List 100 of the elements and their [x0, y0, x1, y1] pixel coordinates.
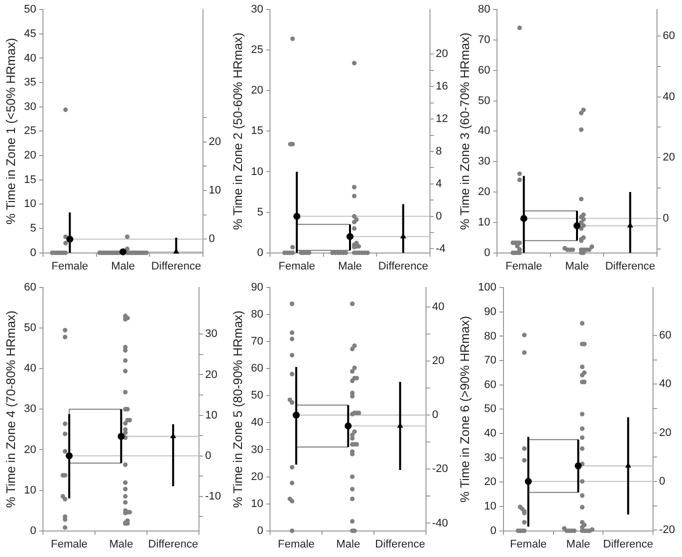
y2-tick-label: -4: [436, 242, 446, 255]
y-tick-label: 60: [478, 64, 490, 76]
y-tick-label: 0: [30, 246, 36, 259]
x-tick-label: Male: [109, 538, 134, 550]
y-tick-label: 15: [250, 125, 264, 138]
y-tick-label: 25: [250, 44, 264, 56]
y-tick-label: 90: [484, 306, 496, 318]
y2-tick-label: 40: [659, 378, 672, 390]
y2-tick-label: 60: [659, 330, 672, 342]
y2-tick-label: 20: [205, 368, 218, 381]
x-tick-label: Male: [565, 260, 589, 272]
y-tick-label: 50: [484, 403, 496, 416]
y-axis-title: % Time in Zone 3 (60-70% HRmax): [458, 32, 472, 230]
x-tick-label: Female: [278, 260, 316, 272]
y-tick-label: 5: [257, 206, 264, 218]
y-tick-label: 40: [484, 428, 496, 440]
y2-tick-label: 0: [659, 475, 666, 488]
y-tick-label: 45: [24, 28, 36, 40]
y-tick-label: 0: [257, 524, 264, 537]
y-tick-label: 5: [30, 222, 36, 235]
x-tick-label: Female: [278, 538, 315, 550]
y-tick-label: 60: [484, 378, 496, 391]
y-tick-label: 30: [484, 452, 496, 464]
y-tick-label: 40: [478, 125, 490, 138]
y-tick-label: 80: [250, 308, 264, 321]
y-tick-label: 30: [478, 156, 490, 168]
y2-tick-label: 0: [662, 212, 669, 224]
y-tick-label: 20: [478, 186, 490, 198]
y-tick-label: 50: [250, 390, 264, 402]
y-tick-label: 30: [24, 100, 36, 113]
y-tick-label: 80: [478, 4, 490, 16]
y2-tick-label: 8: [436, 146, 442, 158]
y-axis-title: % Time in Zone 5 (80-90% HRmax): [230, 310, 245, 508]
x-tick-label: Male: [111, 260, 135, 272]
y2-tick-label: -40: [432, 517, 448, 530]
y-tick-label: 60: [250, 362, 264, 375]
y-tick-label: 10: [478, 216, 490, 228]
y2-tick-label: 20: [436, 48, 448, 60]
y-tick-label: 30: [250, 444, 264, 456]
y2-tick-label: 10: [205, 409, 218, 422]
y2-tick-label: 20: [432, 355, 444, 368]
x-tick-label: Male: [566, 538, 590, 550]
y2-tick-label: 0: [205, 450, 212, 462]
y-tick-label: 10: [24, 198, 36, 210]
y2-tick-label: -20: [432, 463, 448, 476]
y-tick-label: 15: [24, 174, 36, 186]
y-tick-label: 40: [24, 362, 36, 375]
y2-tick-label: 0: [436, 210, 442, 222]
y-axis-title: % Time in Zone 4 (70-80% HRmax): [4, 310, 18, 508]
y2-tick-label: 10: [208, 184, 222, 197]
x-tick-label: Female: [510, 538, 547, 550]
y2-tick-label: 60: [662, 30, 676, 42]
x-tick-label: Female: [50, 538, 88, 550]
y-tick-label: 20: [250, 84, 264, 97]
y2-tick-label: 4: [436, 178, 442, 190]
y-tick-label: 70: [250, 336, 264, 348]
x-tick-label: Difference: [605, 260, 656, 272]
x-tick-label: Difference: [375, 538, 426, 550]
y-tick-label: 20: [24, 444, 36, 456]
y-tick-label: 10: [24, 484, 36, 496]
y2-tick-label: -20: [659, 524, 676, 536]
y-tick-label: 10: [250, 498, 264, 510]
y-tick-label: 70: [478, 34, 490, 46]
y-tick-label: 25: [24, 125, 36, 138]
y2-tick-label: 40: [662, 90, 676, 103]
y-tick-label: 70: [484, 354, 496, 367]
y2-tick-label: 12: [436, 113, 448, 126]
y-tick-label: 40: [250, 416, 264, 429]
y-tick-label: 10: [250, 166, 264, 178]
y-tick-label: 40: [24, 52, 36, 64]
x-tick-label: Difference: [151, 260, 202, 272]
y2-tick-label: 20: [208, 136, 222, 148]
y2-tick-label: -10: [205, 490, 222, 502]
y-tick-label: 60: [24, 282, 36, 294]
y-tick-label: 30: [250, 4, 264, 16]
y-tick-label: 80: [484, 330, 496, 342]
x-tick-label: Male: [336, 538, 360, 550]
y2-tick-label: 30: [205, 328, 218, 340]
x-tick-label: Difference: [603, 538, 654, 550]
y-axis-title: % Time in Zone 2 (50-60% HRmax): [230, 32, 245, 230]
y2-tick-label: 16: [436, 80, 448, 93]
y-tick-label: 50: [24, 322, 36, 334]
y-tick-label: 0: [30, 524, 36, 537]
y-tick-label: 30: [24, 403, 36, 416]
y2-tick-label: 0: [208, 233, 215, 246]
y-tick-label: 10: [484, 500, 496, 513]
y-tick-label: 90: [250, 282, 264, 294]
x-tick-label: Female: [51, 260, 88, 272]
y2-tick-label: 0: [432, 409, 438, 422]
y-tick-label: 0: [257, 246, 264, 259]
y2-tick-label: 20: [662, 152, 676, 164]
y2-tick-label: 20: [659, 426, 672, 439]
x-tick-label: Difference: [378, 260, 428, 272]
y-axis-title: % Time in Zone 1 (<50% HRmax): [4, 38, 18, 224]
y-axis-title: % Time in Zone 6 (>90% HRmax): [458, 316, 472, 502]
x-tick-label: Difference: [148, 538, 198, 550]
y-tick-label: 0: [484, 246, 490, 259]
y-tick-label: 50: [478, 94, 490, 107]
x-tick-label: Male: [338, 260, 362, 272]
x-tick-label: Female: [505, 260, 542, 272]
